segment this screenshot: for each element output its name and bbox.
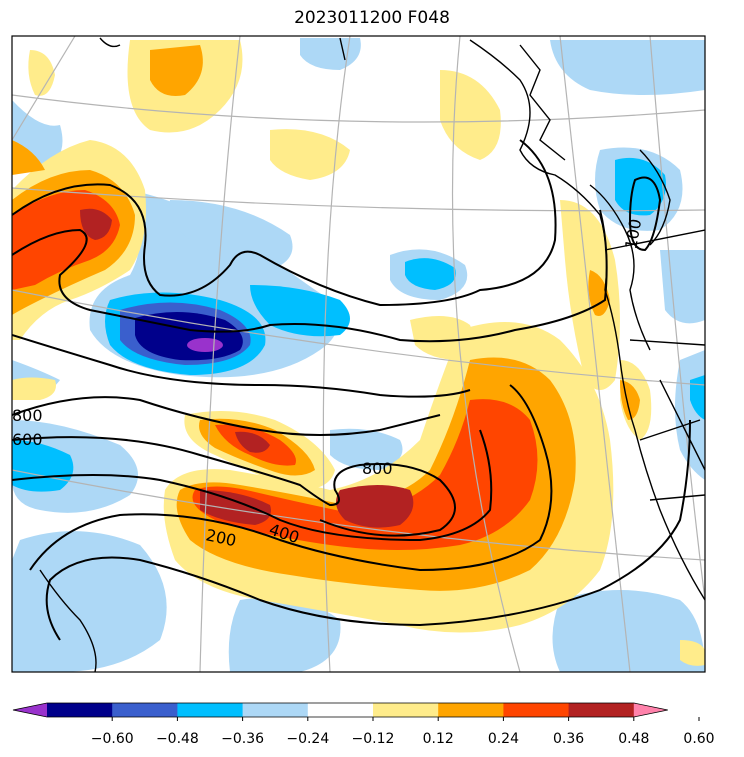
colorbar-tick-label: −0.12 <box>352 731 395 747</box>
colorbar-segment <box>373 703 439 717</box>
colorbar-extend-high <box>633 703 668 717</box>
colorbar-tick-label: 0.48 <box>618 731 649 747</box>
colorbar-tick-label: 0.12 <box>423 731 454 747</box>
colorbar-segments <box>12 702 668 718</box>
colorbar-tick-label: 0.24 <box>488 731 519 747</box>
colorbar-segment <box>568 703 635 717</box>
contour-label-800-west: 800 <box>12 406 43 425</box>
colorbar-tick-label: 0.36 <box>553 731 584 747</box>
map-frame <box>11 35 706 673</box>
shading-positive <box>12 40 705 666</box>
colorbar-ticks: −0.60 −0.48 −0.36 −0.24 −0.12 0.12 0.24 0.36 0.4… <box>91 717 715 747</box>
colorbar-segment <box>112 703 178 717</box>
colorbar-tick-label: 0.60 <box>683 731 714 747</box>
height-contours <box>12 139 691 641</box>
colorbar-extend-low <box>13 703 47 717</box>
colorbar-tick-label: −0.24 <box>286 731 329 747</box>
colorbar-segment <box>177 703 244 717</box>
colorbar-segment <box>242 703 309 717</box>
colorbar-segment <box>503 703 570 717</box>
colorbar-tick-label: −0.36 <box>221 731 264 747</box>
colorbar-segment <box>438 703 504 717</box>
colorbar-segment <box>47 703 113 717</box>
colorbar-tick-label: −0.48 <box>156 731 199 747</box>
colorbar-tick-label: −0.60 <box>91 731 134 747</box>
contour-label-800-center: 800 <box>362 459 393 478</box>
colorbar-segment <box>307 703 374 717</box>
latlon-grid <box>12 36 705 672</box>
map-title: 2023011200 F048 <box>294 8 450 28</box>
colorbar-outline <box>12 702 668 718</box>
contour-label-600-west: 600 <box>12 430 43 449</box>
